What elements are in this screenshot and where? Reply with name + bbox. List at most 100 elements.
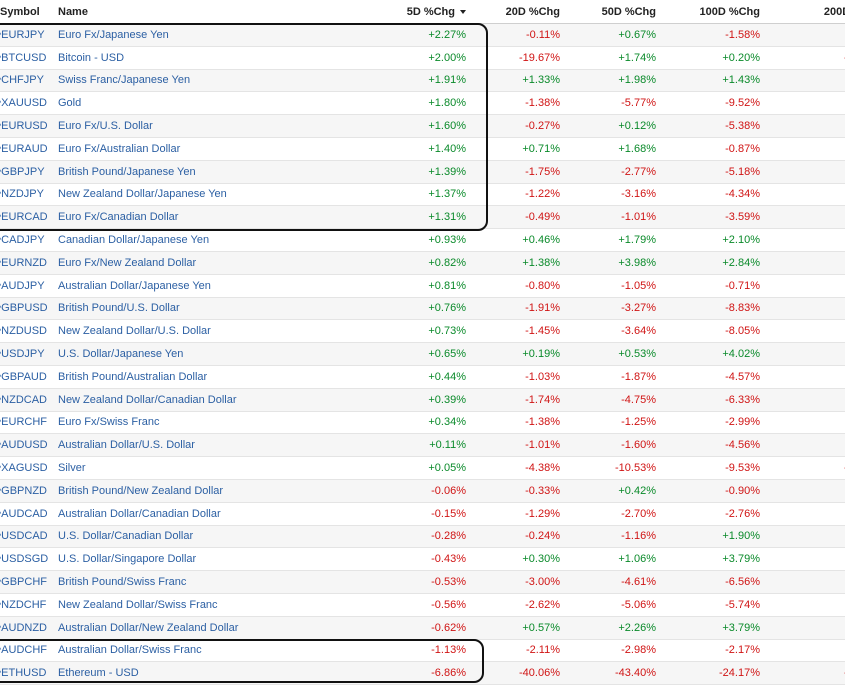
symbol-link[interactable]: ^NZDJPY [0, 188, 44, 201]
symbol-link[interactable]: ^NZDCAD [0, 393, 47, 406]
symbol-link[interactable]: ^XAUUSD [0, 97, 48, 110]
table-row[interactable]: ^USDCAD U.S. Dollar/Canadian Dollar -0.28%… [0, 525, 845, 549]
symbol-link[interactable]: ^USDSGD [0, 553, 49, 566]
name-link[interactable]: Australian Dollar/U.S. Dollar [58, 439, 195, 452]
table-row[interactable]: ^USDJPY U.S. Dollar/Japanese Yen +0.65% +0.… [0, 343, 845, 366]
symbol-link[interactable]: ^NZDUSD [0, 325, 47, 338]
symbol-link[interactable]: ^BTCUSD [0, 51, 47, 64]
header-50d-chg[interactable]: 50D %Chg [601, 5, 656, 18]
name-link[interactable]: U.S. Dollar/Japanese Yen [58, 348, 184, 361]
table-row[interactable]: ^EURCAD Euro Fx/Canadian Dollar +1.31% -0.4… [0, 206, 845, 230]
name-link[interactable]: British Pound/New Zealand Dollar [58, 484, 224, 497]
name-link[interactable]: Canadian Dollar/Japanese Yen [58, 234, 210, 247]
symbol-link[interactable]: ^AUDNZD [0, 621, 47, 634]
symbol-link[interactable]: ^AUDCHF [0, 644, 47, 657]
name-link[interactable]: British Pound/Australian Dollar [58, 370, 208, 383]
table-row[interactable]: ^BTCUSD Bitcoin - USD +2.00% -19.67% +1.74% +… [0, 47, 845, 70]
symbol-link[interactable]: ^EURCHF [0, 416, 47, 429]
table-row[interactable]: ^ETHUSD Ethereum - USD -6.86% -40.06% -43.40… [0, 662, 845, 685]
table-row[interactable]: ^EURAUD Euro Fx/Australian Dollar +1.40% +0… [0, 138, 845, 161]
table-row[interactable]: ^EURUSD Euro Fx/U.S. Dollar +1.60% -0.27% +0… [0, 115, 845, 138]
name-link[interactable]: Australian Dollar/New Zealand Dollar [58, 621, 239, 634]
symbol-link[interactable]: ^EURUSD [0, 120, 48, 133]
cell-200d-chg: -0. [768, 480, 845, 502]
table-row[interactable]: ^NZDJPY New Zealand Dollar/Japanese Yen +1… [0, 184, 845, 207]
cell-5d-chg: -0.53% [431, 576, 466, 589]
name-link[interactable]: Swiss Franc/Japanese Yen [58, 74, 191, 87]
sort-desc-icon [460, 9, 466, 14]
table-row[interactable]: ^CHFJPY Swiss Franc/Japanese Yen +1.91% +1.… [0, 69, 845, 93]
name-link[interactable]: Euro Fx/Australian Dollar [58, 142, 181, 155]
name-link[interactable]: Euro Fx/Japanese Yen [58, 28, 169, 41]
table-row[interactable]: ^GBPJPY British Pound/Japanese Yen +1.39% -… [0, 160, 845, 184]
name-link[interactable]: New Zealand Dollar/U.S. Dollar [58, 325, 211, 338]
symbol-link[interactable]: ^GBPNZD [0, 484, 47, 497]
table-row[interactable]: ^XAGUSD Silver +0.05% -4.38% -10.53% -9.53% -1… [0, 457, 845, 480]
symbol-link[interactable]: ^EURAUD [0, 142, 48, 155]
symbol-link[interactable]: ^NZDCHF [0, 598, 47, 611]
header-20d-chg[interactable]: 20D %Chg [505, 5, 560, 18]
table-row[interactable]: ^XAUUSD Gold +1.80% -1.38% -5.77% -9.52% -5. [0, 92, 845, 116]
symbol-link[interactable]: ^EURNZD [0, 256, 47, 269]
symbol-link[interactable]: ^XAGUSD [0, 462, 48, 475]
symbol-link[interactable]: ^CHFJPY [0, 74, 44, 87]
table-row[interactable]: ^GBPUSD British Pound/U.S. Dollar +0.76% -1… [0, 297, 845, 321]
name-link[interactable]: Euro Fx/U.S. Dollar [58, 120, 153, 133]
table-row[interactable]: ^AUDUSD Australian Dollar/U.S. Dollar +0.1… [0, 434, 845, 458]
name-link[interactable]: Ethereum - USD [58, 667, 139, 680]
symbol-link[interactable]: ^USDJPY [0, 348, 45, 361]
table-row[interactable]: ^AUDJPY Australian Dollar/Japanese Yen +0.… [0, 275, 845, 298]
table-row[interactable]: ^EURNZD Euro Fx/New Zealand Dollar +0.82% +… [0, 251, 845, 275]
name-link[interactable]: New Zealand Dollar/Japanese Yen [58, 188, 227, 201]
header-name[interactable]: Name [58, 5, 88, 18]
name-link[interactable]: New Zealand Dollar/Swiss Franc [58, 598, 218, 611]
cell-5d-chg: -0.43% [431, 553, 466, 566]
header-5d-chg[interactable]: 5D %Chg [368, 0, 466, 23]
table-row[interactable]: ^GBPNZD British Pound/New Zealand Dollar -… [0, 479, 845, 503]
name-link[interactable]: Bitcoin - USD [58, 51, 125, 64]
table-row[interactable]: ^GBPCHF British Pound/Swiss Franc -0.53% -3… [0, 571, 845, 594]
name-link[interactable]: Gold [58, 97, 82, 110]
symbol-link[interactable]: ^ETHUSD [0, 667, 47, 680]
name-link[interactable]: U.S. Dollar/Singapore Dollar [58, 553, 197, 566]
header-100d-chg[interactable]: 100D %Chg [699, 5, 760, 18]
header-200d-chg[interactable]: 200D % [823, 5, 845, 18]
header-symbol[interactable]: Symbol [0, 5, 40, 18]
symbol-link[interactable]: ^EURCAD [0, 211, 48, 224]
name-link[interactable]: New Zealand Dollar/Canadian Dollar [58, 393, 237, 406]
cell-20d-chg: -1.38% [525, 416, 560, 429]
symbol-link[interactable]: ^EURJPY [0, 28, 45, 41]
table-row[interactable]: ^GBPAUD British Pound/Australian Dollar +0… [0, 366, 845, 389]
name-link[interactable]: Australian Dollar/Japanese Yen [58, 279, 211, 292]
symbol-link[interactable]: ^AUDUSD [0, 439, 48, 452]
name-link[interactable]: Euro Fx/Swiss Franc [58, 416, 160, 429]
table-row[interactable]: ^AUDNZD Australian Dollar/New Zealand Dol… [0, 616, 845, 640]
table-row[interactable]: ^USDSGD U.S. Dollar/Singapore Dollar -0.43… [0, 548, 845, 572]
name-link[interactable]: British Pound/Swiss Franc [58, 576, 187, 589]
symbol-link[interactable]: ^GBPCHF [0, 576, 47, 589]
table-row[interactable]: ^CADJPY Canadian Dollar/Japanese Yen +0.93… [0, 229, 845, 252]
table-row[interactable]: ^AUDCHF Australian Dollar/Swiss Franc -1.1… [0, 640, 845, 663]
name-link[interactable]: Euro Fx/New Zealand Dollar [58, 256, 197, 269]
symbol-link[interactable]: ^AUDJPY [0, 279, 45, 292]
name-link[interactable]: U.S. Dollar/Canadian Dollar [58, 530, 194, 543]
table-row[interactable]: ^NZDCAD New Zealand Dollar/Canadian Dolla… [0, 388, 845, 412]
name-link[interactable]: Silver [58, 462, 86, 475]
symbol-link[interactable]: ^USDCAD [0, 530, 48, 543]
symbol-link[interactable]: ^AUDCAD [0, 507, 48, 520]
table-row[interactable]: ^NZDCHF New Zealand Dollar/Swiss Franc -0.… [0, 594, 845, 617]
table-row[interactable]: ^NZDUSD New Zealand Dollar/U.S. Dollar +0.… [0, 320, 845, 344]
name-link[interactable]: Euro Fx/Canadian Dollar [58, 211, 179, 224]
name-link[interactable]: British Pound/Japanese Yen [58, 165, 196, 178]
name-link[interactable]: Australian Dollar/Canadian Dollar [58, 507, 221, 520]
table-row[interactable]: ^EURJPY Euro Fx/Japanese Yen +2.27% -0.11% +… [0, 24, 845, 47]
name-link[interactable]: Australian Dollar/Swiss Franc [58, 644, 202, 657]
cell-100d-chg: -9.53% [725, 462, 760, 475]
table-row[interactable]: ^EURCHF Euro Fx/Swiss Franc +0.34% -1.38% -1… [0, 412, 845, 435]
symbol-link[interactable]: ^GBPJPY [0, 165, 45, 178]
symbol-link[interactable]: ^GBPUSD [0, 302, 48, 315]
symbol-link[interactable]: ^CADJPY [0, 234, 45, 247]
table-row[interactable]: ^AUDCAD Australian Dollar/Canadian Dollar… [0, 503, 845, 526]
symbol-link[interactable]: ^GBPAUD [0, 370, 47, 383]
name-link[interactable]: British Pound/U.S. Dollar [58, 302, 180, 315]
